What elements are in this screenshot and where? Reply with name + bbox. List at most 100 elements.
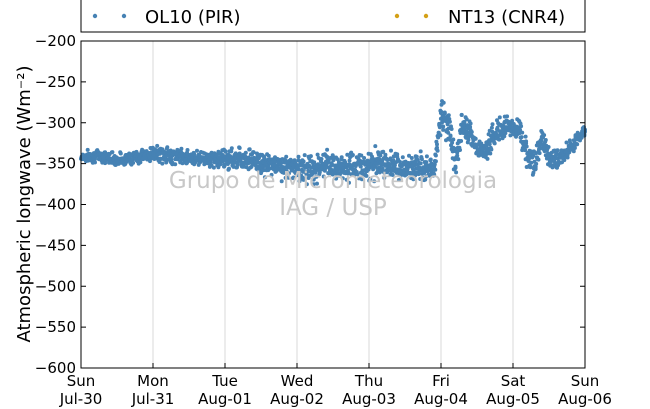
data-points	[79, 99, 587, 187]
data-point	[489, 147, 494, 152]
data-point	[519, 124, 524, 129]
data-point	[131, 160, 136, 165]
data-point	[390, 173, 395, 177]
data-point	[565, 155, 570, 160]
data-point	[529, 149, 534, 154]
data-point	[497, 137, 502, 142]
data-point	[418, 149, 423, 154]
data-point	[302, 153, 307, 158]
data-point	[284, 154, 289, 159]
x-tick-day: Sun	[67, 372, 96, 390]
data-point	[564, 140, 569, 145]
data-point	[229, 149, 234, 154]
data-point	[520, 130, 525, 135]
x-axis: SunJul-30MonJul-31TueAug-01WedAug-02ThuA…	[59, 363, 612, 408]
x-tick-date: Aug-06	[558, 390, 612, 408]
data-point	[468, 121, 473, 126]
data-point	[381, 149, 386, 154]
data-point	[395, 152, 400, 157]
data-point	[247, 147, 252, 152]
data-point	[364, 173, 369, 178]
data-point	[229, 146, 234, 151]
data-point	[538, 146, 543, 151]
data-point	[524, 144, 529, 149]
data-point	[301, 159, 306, 164]
data-point	[571, 149, 576, 154]
data-point	[223, 149, 228, 154]
y-tick-label: −550	[35, 318, 76, 336]
data-point	[287, 171, 291, 176]
data-point	[432, 162, 437, 167]
data-point	[279, 179, 284, 184]
legend-marker-nt13	[394, 13, 400, 19]
data-point	[441, 127, 446, 132]
data-point	[235, 162, 240, 167]
plot-area	[81, 41, 585, 368]
data-point	[534, 161, 539, 166]
data-point	[582, 133, 587, 138]
data-point	[435, 145, 439, 150]
x-tick-day: Tue	[211, 372, 238, 390]
data-point	[378, 153, 383, 158]
data-point	[347, 158, 352, 163]
data-point	[377, 157, 382, 162]
data-point	[400, 155, 405, 160]
data-point	[296, 154, 301, 159]
data-point	[314, 174, 319, 179]
data-point	[466, 137, 471, 142]
data-point	[458, 148, 462, 152]
data-point	[468, 125, 473, 129]
data-point	[562, 158, 567, 163]
x-tick-date: Aug-04	[414, 390, 468, 408]
data-point	[273, 159, 277, 164]
data-point	[524, 141, 529, 146]
data-point	[435, 142, 439, 147]
data-point	[237, 146, 242, 150]
y-axis-title: Atmospheric longwave (Wm⁻²)	[14, 65, 35, 342]
data-point	[438, 133, 443, 138]
data-point	[502, 134, 507, 139]
data-point	[325, 147, 330, 152]
data-point	[454, 170, 459, 175]
data-point	[555, 148, 560, 153]
data-point	[262, 175, 267, 180]
data-point	[407, 153, 411, 158]
data-point	[359, 153, 364, 158]
y-tick-label: −350	[35, 155, 76, 173]
data-point	[308, 154, 313, 159]
data-point	[165, 145, 170, 150]
data-point	[533, 164, 538, 169]
x-tick-day: Mon	[137, 372, 169, 390]
data-point	[459, 139, 464, 143]
data-point	[286, 175, 291, 180]
data-point	[344, 177, 349, 182]
x-tick-day: Thu	[354, 372, 383, 390]
x-tick-date: Aug-01	[198, 390, 252, 408]
data-point	[359, 177, 364, 182]
data-point	[455, 153, 460, 158]
data-point	[221, 154, 226, 158]
data-point	[165, 157, 170, 162]
data-point	[424, 154, 429, 159]
y-tick-label: −400	[35, 196, 76, 214]
data-point	[304, 182, 309, 187]
data-point	[442, 111, 447, 116]
data-point	[208, 160, 213, 165]
data-point	[422, 171, 427, 175]
data-point	[269, 172, 274, 177]
data-point	[510, 118, 515, 123]
y-tick-label: −500	[35, 277, 76, 295]
x-tick-date: Aug-03	[342, 390, 396, 408]
data-point	[340, 176, 345, 181]
x-tick-day: Wed	[281, 372, 314, 390]
data-point	[400, 163, 405, 168]
y-tick-label: −300	[35, 114, 76, 132]
data-point	[485, 156, 490, 161]
data-point	[428, 157, 433, 162]
data-point	[490, 122, 495, 127]
data-point	[433, 167, 438, 172]
data-point	[528, 165, 533, 170]
data-point	[536, 157, 541, 162]
data-point	[542, 133, 547, 138]
data-point	[362, 156, 367, 160]
